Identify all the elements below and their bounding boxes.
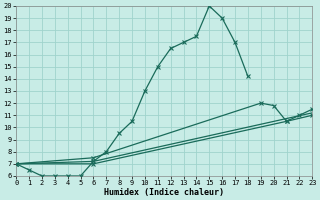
X-axis label: Humidex (Indice chaleur): Humidex (Indice chaleur) [104, 188, 224, 197]
